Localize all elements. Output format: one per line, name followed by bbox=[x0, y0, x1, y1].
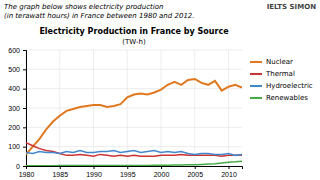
tick-mark bbox=[23, 147, 26, 148]
grid-line bbox=[26, 50, 242, 51]
tick-label: 1990 bbox=[86, 171, 102, 178]
axis-line bbox=[23, 51, 27, 167]
subtitle: (TW-h) bbox=[122, 38, 146, 46]
legend-swatch bbox=[250, 73, 262, 75]
series-line bbox=[26, 143, 242, 157]
tick: 600 bbox=[8, 47, 26, 54]
grid-line bbox=[26, 127, 242, 128]
tick-mark bbox=[23, 50, 26, 51]
legend: Nuclear Thermal Hydroelectric Renewables bbox=[250, 58, 313, 102]
tick-mark bbox=[127, 166, 128, 169]
legend-label: Renewables bbox=[266, 94, 308, 102]
legend-label: Hydroelectric bbox=[266, 82, 313, 90]
annotation: (in terawatt hours) in France between 19… bbox=[4, 12, 195, 20]
tick-label: 600 bbox=[8, 47, 20, 54]
tick-label: 400 bbox=[8, 85, 20, 92]
x-axis: 1980 1985 1990 1995 2000 2005 2010 bbox=[19, 166, 243, 178]
tick-label: 0 bbox=[16, 163, 20, 170]
title: Electricity Production in France by Sour… bbox=[39, 27, 229, 36]
grid-line bbox=[59, 50, 60, 166]
tick-mark bbox=[23, 166, 26, 167]
tick: 2010 bbox=[221, 166, 237, 178]
tick-mark bbox=[229, 166, 230, 169]
grid bbox=[26, 50, 242, 166]
grid-line bbox=[93, 50, 94, 166]
grid-line bbox=[161, 50, 162, 166]
tick-mark bbox=[23, 89, 26, 90]
legend-swatch bbox=[250, 97, 262, 99]
tick-label: 1995 bbox=[120, 171, 136, 178]
grid-line bbox=[26, 69, 242, 70]
tick: 1990 bbox=[86, 166, 102, 178]
y-axis: 0 100 200 300 400 500 600 bbox=[8, 47, 26, 170]
tick-label: 2010 bbox=[221, 171, 237, 178]
tick-mark bbox=[23, 127, 26, 128]
tick-mark bbox=[23, 69, 26, 70]
grid-line bbox=[194, 50, 195, 166]
legend-label: Thermal bbox=[265, 70, 295, 78]
grid-line bbox=[26, 146, 242, 147]
legend-label: Nuclear bbox=[266, 58, 293, 66]
tick-label: 200 bbox=[8, 124, 20, 131]
tick: 400 bbox=[8, 85, 26, 92]
tick: 100 bbox=[8, 143, 26, 150]
legend-swatch bbox=[250, 61, 262, 63]
tick: 500 bbox=[8, 66, 26, 73]
tick-label: 500 bbox=[8, 66, 20, 73]
grid-line bbox=[26, 108, 242, 109]
grid-line bbox=[26, 88, 242, 89]
annotation: The graph below shows electricity produc… bbox=[4, 3, 163, 11]
axis-line bbox=[27, 167, 243, 170]
tick-mark bbox=[23, 108, 26, 109]
tick: 300 bbox=[8, 105, 26, 112]
tick: 1995 bbox=[120, 166, 136, 178]
tick: 200 bbox=[8, 124, 26, 131]
tick-label: 2000 bbox=[154, 171, 170, 178]
tick-mark bbox=[94, 166, 95, 169]
tick-label: 300 bbox=[8, 105, 20, 112]
series-line bbox=[26, 79, 242, 154]
grid-line bbox=[228, 50, 229, 166]
chart: IELTS SIMON The graph below shows electri… bbox=[0, 0, 320, 180]
tick-label: 1985 bbox=[52, 171, 68, 178]
tick: 0 bbox=[16, 163, 26, 170]
tick: 2000 bbox=[154, 166, 170, 178]
series-line bbox=[26, 151, 242, 156]
tick-label: 1980 bbox=[19, 171, 35, 178]
series-line bbox=[26, 161, 242, 166]
grid-line bbox=[127, 50, 128, 166]
tick-mark bbox=[161, 166, 162, 169]
tick-mark bbox=[60, 166, 61, 169]
tick-label: 100 bbox=[8, 143, 20, 150]
tick-mark bbox=[195, 166, 196, 169]
tick: 1985 bbox=[52, 166, 68, 178]
tick: 2005 bbox=[187, 166, 203, 178]
watermark: IELTS SIMON bbox=[267, 3, 317, 11]
plot-area bbox=[26, 79, 242, 166]
tick-label: 2005 bbox=[187, 171, 203, 178]
legend-swatch bbox=[250, 85, 262, 87]
tick: 1980 bbox=[19, 166, 35, 178]
